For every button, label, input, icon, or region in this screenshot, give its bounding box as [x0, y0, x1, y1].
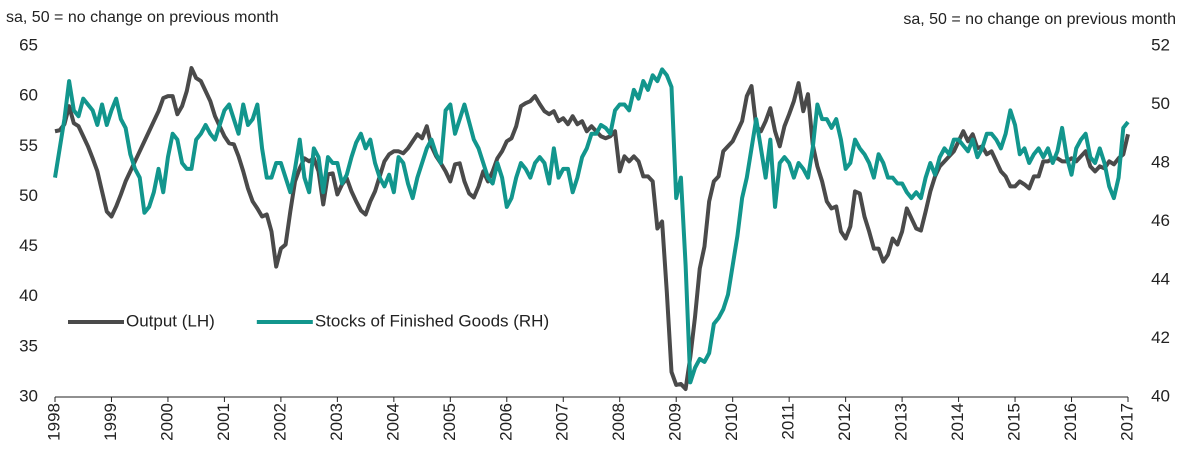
x-tick-label: 2011	[779, 403, 798, 440]
y-tick-label: 30	[19, 386, 38, 405]
x-tick-label: 2008	[609, 403, 628, 441]
y2-axis-label: sa, 50 = no change on previous month	[903, 11, 1176, 28]
x-tick-label: 2009	[666, 403, 685, 441]
y-tick-label: 55	[19, 136, 38, 155]
x-tick-label: 2014	[948, 403, 967, 441]
y-tick-label: 40	[19, 286, 38, 305]
x-tick-label: 2001	[214, 403, 233, 441]
x-tick-label: 2003	[327, 403, 346, 441]
y-tick-label: 50	[19, 186, 38, 205]
y2-tick-label: 46	[1151, 211, 1170, 230]
y2-tick-label: 52	[1151, 35, 1170, 54]
x-tick-label: 2015	[1005, 403, 1024, 441]
x-tick-label: 2000	[157, 403, 176, 441]
y-tick-label: 65	[19, 35, 38, 54]
y2-tick-label: 40	[1151, 386, 1170, 405]
series-line	[54, 66, 1130, 391]
x-tick-label: 2016	[1061, 403, 1080, 441]
x-tick-label: 2010	[722, 403, 741, 441]
y-tick-label: 60	[19, 86, 38, 105]
x-tick-label: 2006	[496, 403, 515, 441]
y2-tick-label: 44	[1151, 269, 1170, 288]
y2-tick-label: 42	[1151, 328, 1170, 347]
y-axis-label: sa, 50 = no change on previous month	[6, 9, 279, 26]
x-tick-label: 2004	[383, 403, 402, 441]
x-tick-label: 2017	[1117, 403, 1136, 441]
legend-label: Output (LH)	[126, 311, 215, 330]
x-tick-label: 2007	[553, 403, 572, 441]
y-tick-label: 35	[19, 336, 38, 355]
legend-label: Stocks of Finished Goods (RH)	[315, 311, 549, 330]
x-tick-label: 1999	[101, 403, 120, 441]
x-tick-label: 2013	[892, 403, 911, 441]
x-tick-label: 2005	[440, 403, 459, 441]
y-tick-label: 45	[19, 236, 38, 255]
x-tick-label: 2002	[270, 403, 289, 441]
y2-tick-label: 48	[1151, 152, 1170, 171]
x-tick-label: 2012	[835, 403, 854, 441]
y2-tick-label: 50	[1151, 94, 1170, 113]
series-line	[53, 67, 1130, 385]
x-tick-label: 1998	[44, 403, 63, 441]
